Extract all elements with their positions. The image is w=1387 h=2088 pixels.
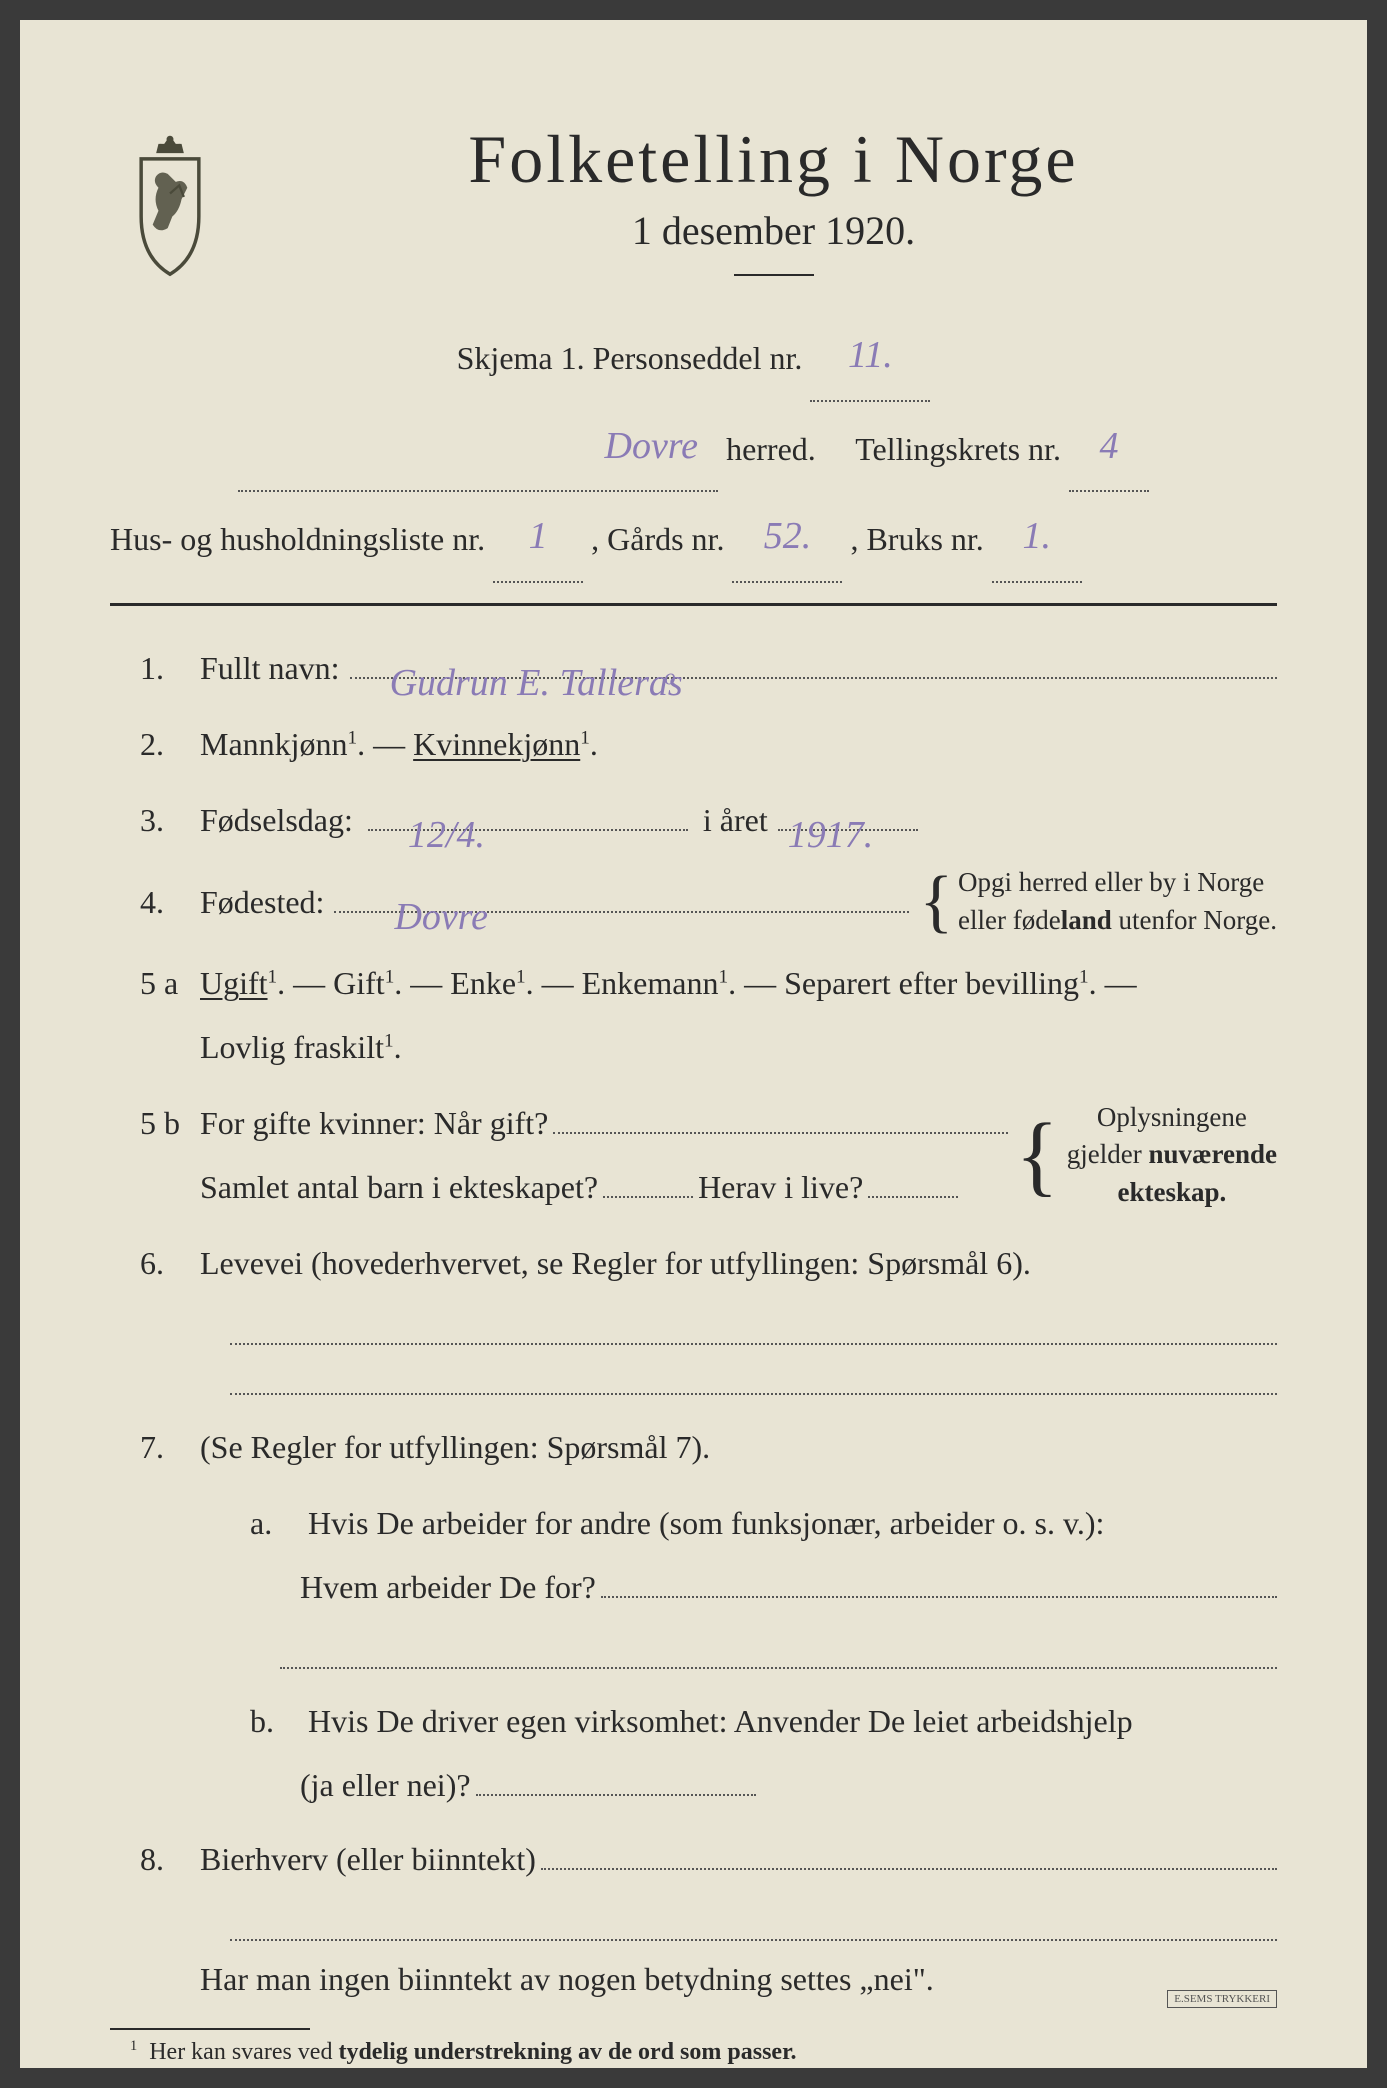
q8-note: Har man ingen biinntekt av nogen betydni… xyxy=(140,1961,1277,1998)
herred-name-value: Dovre xyxy=(605,425,699,467)
q6-label: Levevei (hovederhvervet, se Regler for u… xyxy=(200,1231,1277,1295)
q4-birthplace-value: Dovre xyxy=(394,879,488,909)
footnote-separator xyxy=(110,2028,310,2030)
q6-answer-line-1 xyxy=(230,1315,1277,1345)
q5b-side-note: Oplysningene gjelder nuværende ekteskap. xyxy=(1067,1099,1277,1212)
question-1: 1. Fullt navn: Gudrun E. Talleraͦs xyxy=(140,636,1277,700)
gards-nr-value: 52. xyxy=(764,515,812,557)
census-form-document: Folketelling i Norge 1 desember 1920. Sk… xyxy=(20,20,1367,2068)
q5b-line2-label1: Samlet antal barn i ekteskapet? xyxy=(200,1155,598,1219)
title-block: Folketelling i Norge 1 desember 1920. xyxy=(270,120,1277,306)
question-2: 2. Mannkjønn1. — Kvinnekjønn1. xyxy=(140,712,1277,776)
q7b-letter: b. xyxy=(250,1689,300,1753)
q5b-num: 5 b xyxy=(140,1091,200,1155)
subtitle: 1 desember 1920. xyxy=(270,207,1277,254)
q7-label: (Se Regler for utfyllingen: Spørsmål 7). xyxy=(200,1415,1277,1479)
question-3: 3. Fødselsdag: 12/4. i året 1917. xyxy=(140,788,1277,852)
q2-mann: Mannkjønn xyxy=(200,726,348,762)
q3-year-value: 1917. xyxy=(788,797,874,827)
question-5a: 5 a Ugift1. — Gift1. — Enke1. — Enkemann… xyxy=(140,951,1277,1079)
q2-kvinne: Kvinnekjønn xyxy=(413,726,580,762)
q7a-line1: Hvis De arbeider for andre (som funksjon… xyxy=(308,1505,1104,1541)
question-list: 1. Fullt navn: Gudrun E. Talleraͦs 2. Ma… xyxy=(110,636,1277,1999)
schema-label: Skjema 1. Personseddel nr. xyxy=(457,340,803,376)
personseddel-nr-value: 11. xyxy=(848,334,893,376)
q8-num: 8. xyxy=(140,1827,200,1891)
q4-label: Fødested: xyxy=(200,870,324,934)
q1-fullname-value: Gudrun E. Talleraͦs xyxy=(390,645,683,675)
hus-line: Hus- og husholdningsliste nr. 1 , Gårds … xyxy=(110,497,1277,583)
q8-answer-line xyxy=(230,1911,1277,1941)
q5a-gift: Gift xyxy=(333,965,385,1001)
q4-num: 4. xyxy=(140,870,200,934)
title-divider xyxy=(734,274,814,276)
q5a-separert: Separert efter bevilling xyxy=(784,965,1079,1001)
q3-num: 3. xyxy=(140,788,200,852)
gards-label: , Gårds nr. xyxy=(591,521,724,557)
q3-year-label: i året xyxy=(703,788,768,852)
header-row: Folketelling i Norge 1 desember 1920. xyxy=(110,120,1277,306)
q1-label: Fullt navn: xyxy=(200,636,340,700)
question-4: 4. Fødested: Dovre { Opgi herred eller b… xyxy=(140,864,1277,940)
q7a-line2: Hvem arbeider De for? xyxy=(300,1555,596,1619)
question-7: 7. (Se Regler for utfyllingen: Spørsmål … xyxy=(140,1415,1277,1479)
hus-label: Hus- og husholdningsliste nr. xyxy=(110,521,485,557)
herred-line: Dovre herred. Tellingskrets nr. 4 xyxy=(110,407,1277,493)
q6-answer-line-2 xyxy=(230,1365,1277,1395)
bruks-label: , Bruks nr. xyxy=(850,521,983,557)
question-8: 8. Bierhverv (eller biinntekt) xyxy=(140,1827,1277,1891)
q7a-answer-line xyxy=(280,1639,1277,1669)
main-title: Folketelling i Norge xyxy=(270,120,1277,199)
q6-num: 6. xyxy=(140,1231,200,1295)
q4-side-note: Opgi herred eller by i Norge eller fødel… xyxy=(958,864,1277,940)
printer-mark: E.SEMS TRYKKERI xyxy=(1167,1990,1277,2008)
hus-nr-value: 1 xyxy=(529,515,548,557)
q3-day-value: 12/4. xyxy=(408,797,485,827)
tellingskrets-nr-value: 4 xyxy=(1099,425,1118,467)
herred-label: herred. xyxy=(726,431,816,467)
q8-label: Bierhverv (eller biinntekt) xyxy=(200,1827,536,1891)
q5b-line2-label2: Herav i live? xyxy=(698,1155,863,1219)
brace-icon: { xyxy=(1016,1124,1059,1187)
main-separator xyxy=(110,603,1277,606)
q2-num: 2. xyxy=(140,712,200,776)
coat-of-arms-icon xyxy=(110,130,230,280)
q5a-enkemann: Enkemann xyxy=(582,965,719,1001)
q5b-line1-label: For gifte kvinner: Når gift? xyxy=(200,1091,548,1155)
question-7a: a. Hvis De arbeider for andre (som funks… xyxy=(140,1491,1277,1619)
q7b-line1: Hvis De driver egen virksomhet: Anvender… xyxy=(308,1703,1133,1739)
q5a-lovlig: Lovlig fraskilt xyxy=(200,1029,384,1065)
question-5b: 5 b For gifte kvinner: Når gift? Samlet … xyxy=(140,1091,1277,1219)
q7a-letter: a. xyxy=(250,1491,300,1555)
q3-label: Fødselsdag: xyxy=(200,788,353,852)
brace-icon: { xyxy=(919,874,953,930)
footnote: 1 Her kan svares ved tydelig understrekn… xyxy=(110,2038,1277,2066)
q5a-enke: Enke xyxy=(450,965,516,1001)
tellingskrets-label: Tellingskrets nr. xyxy=(855,431,1061,467)
q5a-num: 5 a xyxy=(140,951,200,1015)
q5a-ugift: Ugift xyxy=(200,965,268,1001)
q7-num: 7. xyxy=(140,1415,200,1479)
schema-line: Skjema 1. Personseddel nr. 11. xyxy=(110,316,1277,402)
question-6: 6. Levevei (hovederhvervet, se Regler fo… xyxy=(140,1231,1277,1295)
bruks-nr-value: 1. xyxy=(1023,515,1052,557)
question-7b: b. Hvis De driver egen virksomhet: Anven… xyxy=(140,1689,1277,1817)
q7b-line2: (ja eller nei)? xyxy=(300,1753,471,1817)
q1-num: 1. xyxy=(140,636,200,700)
